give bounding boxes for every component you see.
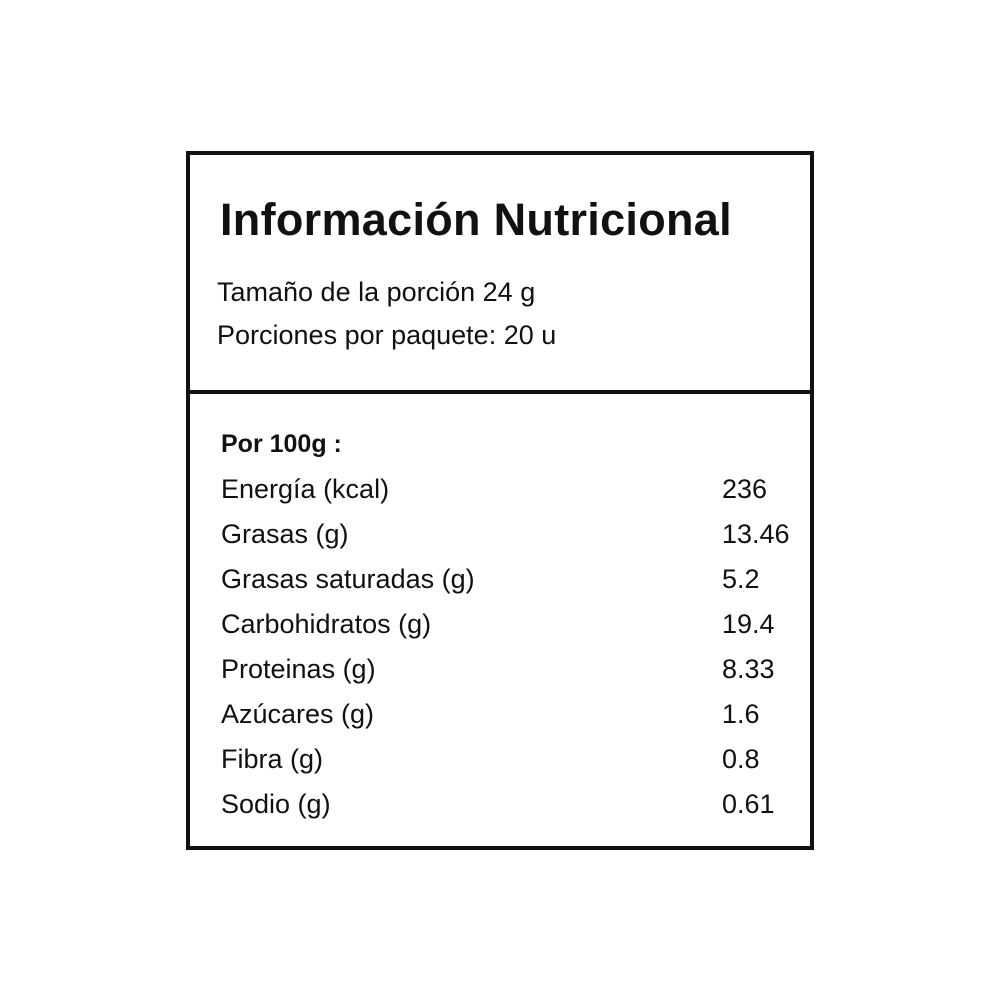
nutrient-value: 0.61 — [722, 789, 775, 819]
nutrient-name: Grasas saturadas (g) — [221, 564, 475, 594]
nutrient-value: 236 — [722, 474, 768, 504]
nutrient-value: 5.2 — [722, 564, 760, 594]
nutrient-value: 0.8 — [722, 744, 760, 774]
serving-size: Tamaño de la porción 24 g — [217, 277, 536, 307]
table-heading: Por 100g : — [221, 430, 342, 458]
nutrient-name: Proteinas (g) — [221, 654, 376, 684]
nutrient-name: Fibra (g) — [221, 744, 324, 774]
nutrient-value: 13.46 — [722, 519, 790, 549]
nutrient-name: Azúcares (g) — [221, 699, 375, 729]
nutrient-name: Grasas (g) — [221, 519, 349, 549]
servings-per-package: Porciones por paquete: 20 u — [217, 320, 557, 350]
nutrient-value: 1.6 — [722, 699, 760, 729]
nutrient-value: 19.4 — [722, 609, 775, 639]
nutrient-name: Sodio (g) — [221, 789, 331, 819]
title: Información Nutricional — [220, 194, 732, 245]
nutrient-name: Carbohidratos (g) — [221, 609, 432, 639]
nutrient-name: Energía (kcal) — [221, 474, 390, 504]
divider — [190, 390, 810, 394]
nutrition-label: Información Nutricional Tamaño de la por… — [186, 151, 814, 850]
nutrient-value: 8.33 — [722, 654, 775, 684]
